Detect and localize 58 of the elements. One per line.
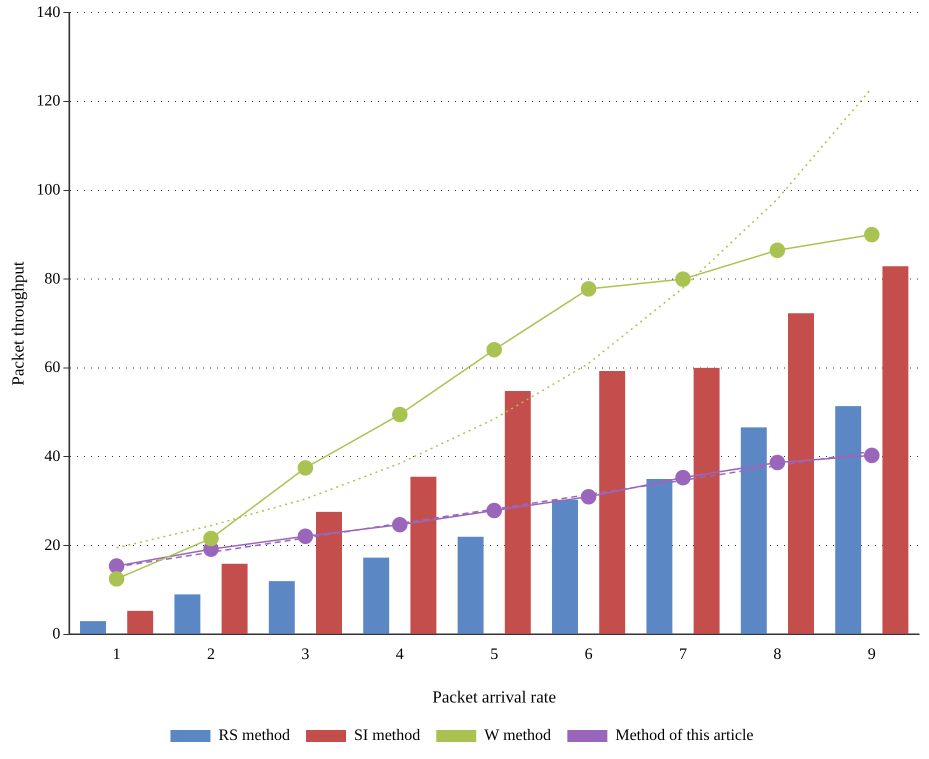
point [864, 448, 880, 464]
bar [694, 368, 720, 634]
point [864, 226, 880, 242]
point [675, 470, 691, 486]
bar [410, 476, 436, 634]
bar [835, 406, 862, 634]
y-tick-label: 140 [36, 4, 60, 21]
y-tick-label: 80 [44, 270, 60, 288]
bar [552, 500, 578, 634]
point [770, 454, 786, 470]
bar [882, 266, 908, 634]
point [770, 242, 786, 258]
legend-label: RS method [218, 727, 290, 744]
bar [599, 371, 626, 634]
y-axis-title: Packet throughput [8, 261, 28, 386]
x-tick-label: 7 [679, 646, 687, 664]
x-tick-label: 1 [112, 646, 121, 664]
x-tick-label: 5 [490, 646, 498, 664]
point [580, 281, 596, 297]
bar [504, 391, 531, 634]
point [392, 406, 408, 422]
point [298, 528, 314, 544]
point [675, 271, 691, 287]
point [486, 342, 502, 358]
bar [458, 536, 484, 634]
legend-label: SI method [354, 727, 420, 744]
y-tick-label: 40 [44, 448, 60, 465]
bar [316, 512, 342, 634]
bar [80, 621, 106, 634]
point [108, 571, 124, 587]
x-tick-label: 6 [584, 646, 593, 664]
bar [127, 610, 154, 634]
x-tick-label: 3 [301, 646, 310, 664]
bar [363, 558, 390, 634]
point [486, 502, 502, 518]
x-tick-label: 4 [396, 646, 404, 664]
y-tick-label: 100 [36, 181, 60, 198]
x-tick-label: 2 [207, 646, 215, 664]
y-tick-label: 0 [52, 626, 60, 643]
bar [646, 478, 672, 634]
bar [788, 313, 814, 634]
bar [222, 564, 248, 634]
y-tick-label: 60 [44, 359, 60, 376]
x-axis-title: Packet arrival rate [432, 687, 556, 706]
bar [268, 581, 295, 634]
x-tick-label: 8 [773, 646, 782, 664]
x-tick-label: 9 [868, 646, 876, 664]
legend-label: Method of this article [615, 727, 754, 744]
point [392, 516, 408, 532]
point [203, 530, 219, 546]
point [580, 488, 596, 504]
point [108, 558, 124, 574]
legend-label: W method [484, 727, 552, 744]
bar [740, 427, 767, 634]
bar [174, 594, 200, 634]
point [298, 460, 314, 476]
y-tick-label: 20 [44, 536, 60, 554]
y-tick-label: 120 [36, 92, 60, 110]
